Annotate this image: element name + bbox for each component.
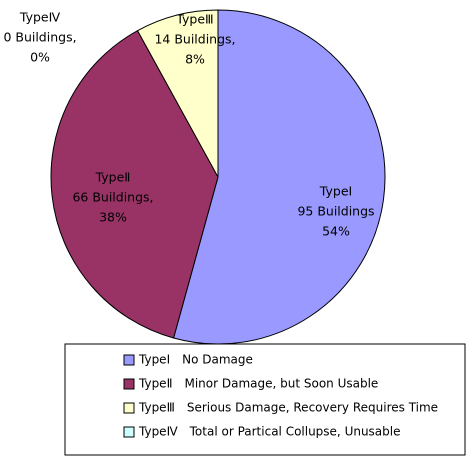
slice-name: TypeⅠ — [319, 184, 352, 199]
legend-label: TypeⅠ No Damage — [138, 353, 253, 367]
percent-label: 0% — [30, 50, 50, 65]
legend-swatch — [123, 402, 135, 414]
slice-name: TypeⅡ — [95, 170, 131, 185]
legend-label: TypeⅡ Minor Damage, but Soon Usable — [138, 377, 378, 391]
legend-swatch — [123, 378, 135, 390]
slice-name: TypeⅣ — [19, 10, 61, 25]
value-label: 14 Buildings, — [154, 32, 235, 47]
pie-slice — [172, 9, 386, 345]
value-label: 0 Buildings, — [3, 30, 76, 45]
legend-label: TypeⅢ Serious Damage, Recovery Requires … — [138, 401, 438, 415]
legend-label: TypeⅣ Total or Partical Collupse, Unusab… — [138, 425, 401, 439]
percent-label: 54% — [322, 224, 350, 239]
pie-slice — [136, 9, 219, 178]
value-label: 95 Buildings — [297, 204, 374, 219]
slice-name: TypeⅢ — [175, 12, 213, 27]
value-label: 66 Buildings, — [72, 190, 153, 205]
pie-slice — [50, 29, 219, 339]
legend-swatch — [123, 426, 135, 438]
legend-swatch — [123, 354, 135, 366]
percent-label: 38% — [99, 210, 127, 225]
percent-label: 8% — [185, 52, 205, 67]
